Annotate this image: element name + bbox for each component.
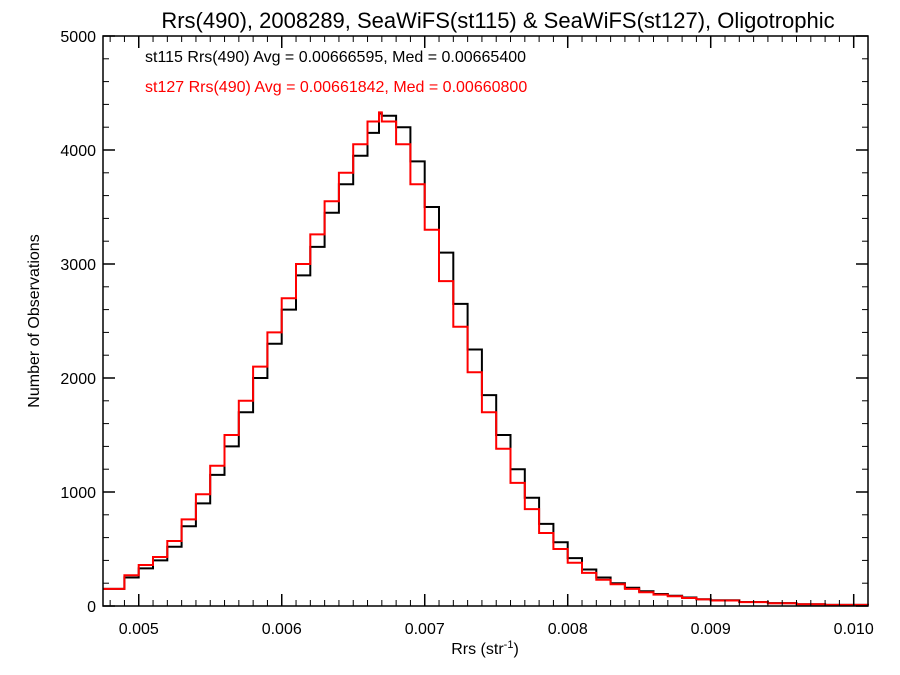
x-axis-label-superscript: -1 (504, 639, 514, 651)
plot-series-group (103, 111, 869, 606)
legend-entry-st115: st115 Rrs(490) Avg = 0.00666595, Med = 0… (145, 49, 526, 66)
x-tick-label: 0.006 (262, 621, 302, 638)
plot-frame (102, 35, 869, 607)
y-tick-label: 5000 (60, 29, 96, 46)
y-axis-label: Number of Observations (26, 234, 43, 407)
x-axis-label-end: ) (513, 641, 518, 658)
legend-entry-st127: st127 Rrs(490) Avg = 0.00661842, Med = 0… (145, 79, 527, 96)
x-axis-label: Rrs (str-1) (451, 639, 519, 658)
chart-title: Rrs(490), 2008289, SeaWiFS(st115) & SeaW… (161, 8, 834, 33)
y-tick-label: 4000 (60, 143, 96, 160)
x-tick-label: 0.005 (119, 621, 159, 638)
x-tick-label: 0.008 (548, 621, 588, 638)
x-tick-label: 0.009 (691, 621, 731, 638)
x-axis-label-text: Rrs (str (451, 641, 504, 658)
y-axis: 0 1000 2000 3000 4000 5000 (60, 29, 868, 616)
x-tick-label: 0.007 (405, 621, 445, 638)
series-st127-line (103, 111, 869, 606)
y-tick-label: 0 (87, 599, 96, 616)
y-tick-label: 2000 (60, 371, 96, 388)
y-tick-label: 3000 (60, 257, 96, 274)
y-tick-label: 1000 (60, 485, 96, 502)
x-tick-label: 0.010 (834, 621, 874, 638)
x-axis: 0.005 0.006 0.007 0.008 0.009 0.010 (109, 36, 874, 638)
